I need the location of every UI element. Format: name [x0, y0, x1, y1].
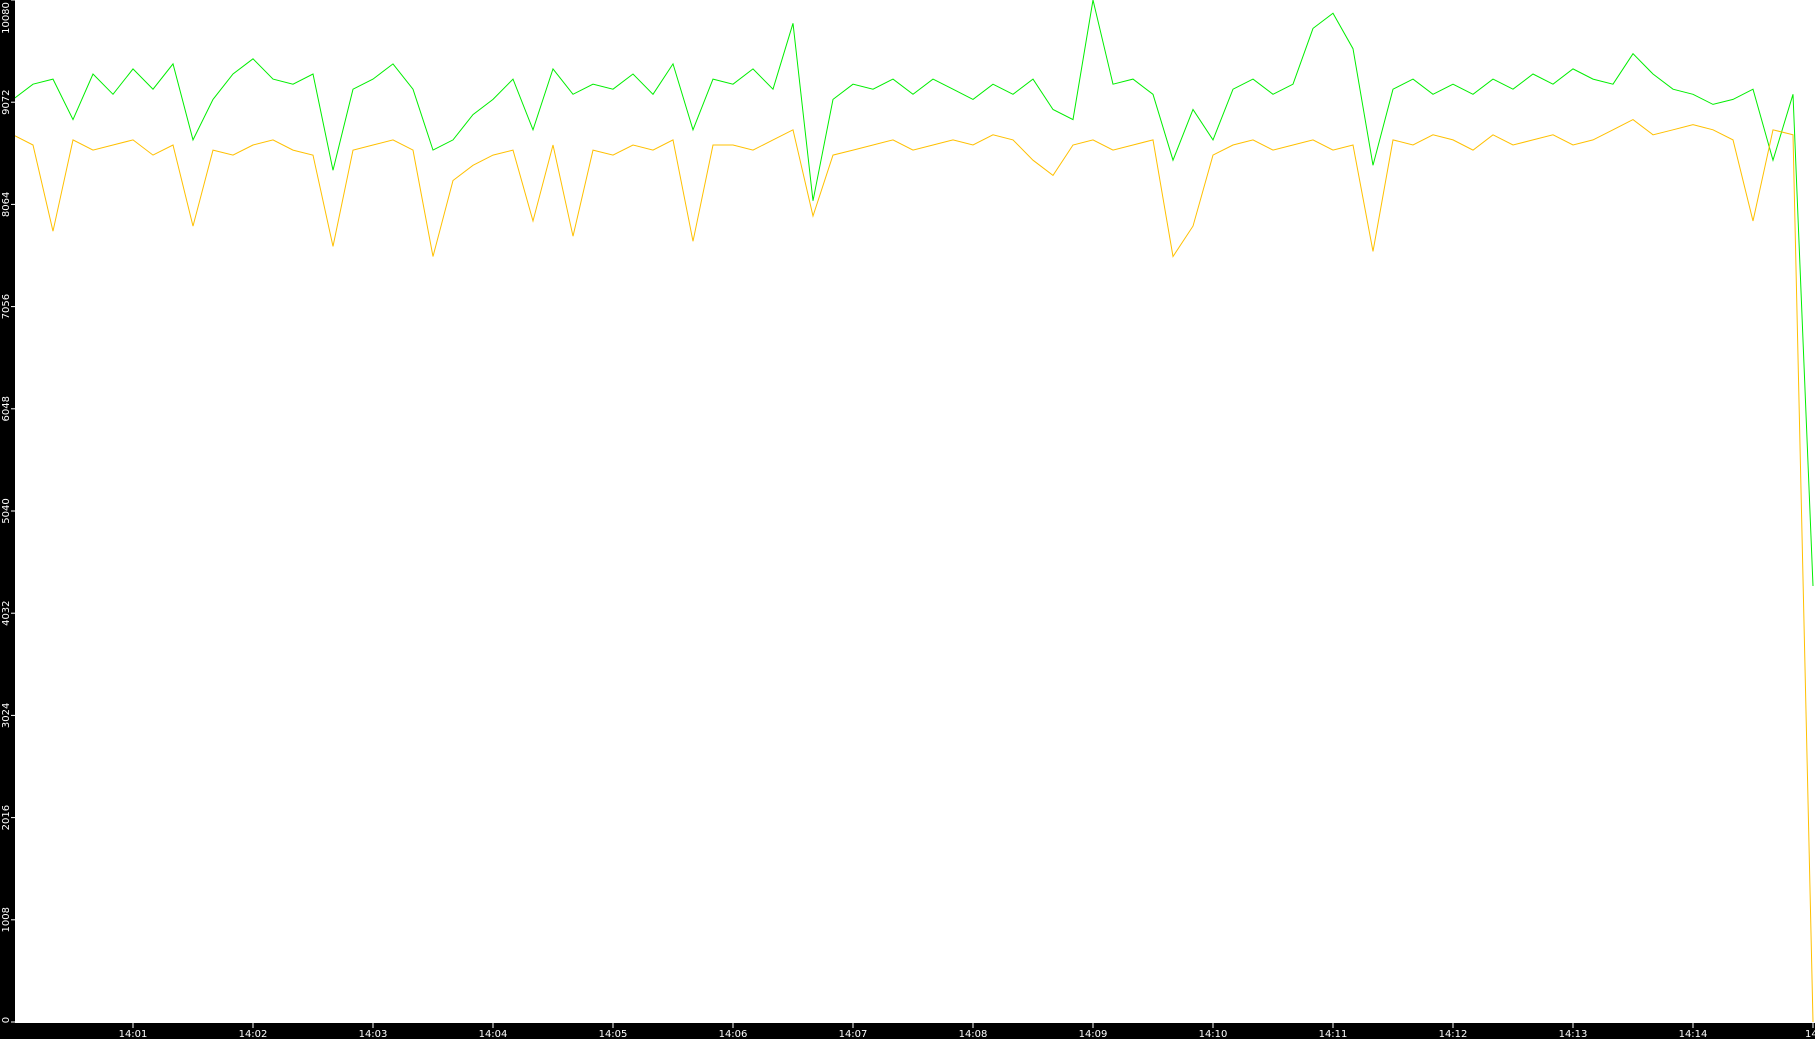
series-line-2	[12, 119, 1814, 1023]
y-tick-label: 2016	[1, 805, 12, 830]
x-tick-label: 14:05	[599, 1029, 628, 1039]
x-tick-label: 14:04	[479, 1029, 508, 1039]
x-axis: 14:01 14:02 14:03 14:04 14:05 14:06 14:07 14:08…	[119, 1023, 1815, 1039]
y-tick-label: 5040	[1, 498, 12, 523]
y-tick-label: 8064	[1, 192, 12, 217]
x-tick-label: 14:08	[959, 1029, 988, 1039]
x-tick-label: 14:09	[1079, 1029, 1108, 1039]
y-axis-band	[0, 0, 15, 1039]
plot-area	[15, 0, 1815, 1023]
x-tick-label: 14:06	[719, 1029, 748, 1039]
y-tick-label: 10080	[1, 2, 12, 34]
x-tick-label: 14:14	[1679, 1029, 1708, 1039]
x-tick-label: 14:	[1805, 1029, 1815, 1039]
x-tick-label: 14:10	[1199, 1029, 1228, 1039]
x-tick-label: 14:07	[839, 1029, 868, 1039]
y-tick-label: 9072	[1, 89, 12, 114]
x-tick-label: 14:11	[1319, 1029, 1348, 1039]
y-tick-label: 4032	[1, 600, 12, 625]
x-tick-label: 14:01	[119, 1029, 148, 1039]
series-line-1	[12, 0, 1814, 587]
series-layer	[12, 0, 1814, 1023]
y-tick-label: 0	[1, 1017, 12, 1023]
x-tick-label: 14:02	[239, 1029, 268, 1039]
y-tick-label: 6048	[1, 396, 12, 421]
x-tick-label: 14:03	[359, 1029, 388, 1039]
x-axis-band	[0, 1023, 1815, 1039]
y-tick-label: 3024	[1, 703, 12, 728]
x-tick-label: 14:13	[1559, 1029, 1588, 1039]
x-tick-label: 14:12	[1439, 1029, 1468, 1039]
y-tick-label: 1008	[1, 907, 12, 932]
y-axis: 0 1008 2016 3024 4032 5040 6048 7056 8064 9072 100…	[1, 0, 15, 1023]
y-tick-label: 7056	[1, 294, 12, 319]
